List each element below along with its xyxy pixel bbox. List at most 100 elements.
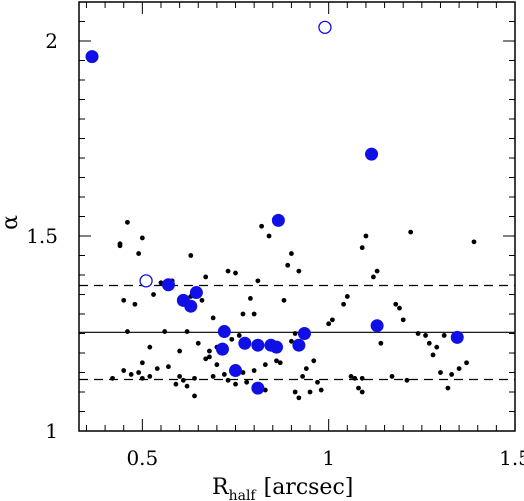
data-point-small (236, 333, 242, 338)
data-point-small (221, 372, 227, 377)
x-tick-label: 1 (322, 446, 335, 470)
x-axis-label: Rhalf [arcsec] (212, 475, 353, 501)
data-point-small (359, 389, 365, 395)
data-point-small (370, 274, 376, 280)
data-point-small (229, 336, 235, 342)
data-point-small (441, 333, 447, 338)
data-point-small (404, 377, 410, 383)
data-point-small (397, 305, 402, 311)
data-point-small (255, 278, 261, 284)
data-point-small (139, 375, 145, 381)
data-point-small (352, 375, 358, 381)
data-point-small (341, 301, 346, 307)
data-point-small (292, 389, 298, 395)
data-point-small (344, 294, 350, 299)
data-point-small (423, 333, 428, 338)
data-point-small (262, 362, 268, 368)
data-point-large-filled (271, 213, 285, 227)
data-point-small (125, 219, 130, 225)
data-point-large-filled (189, 286, 203, 300)
data-point-small (154, 366, 160, 371)
data-point-small (162, 329, 168, 334)
data-point-large-filled (370, 319, 384, 333)
data-point-small (180, 377, 186, 383)
data-point-small (289, 251, 294, 256)
data-points (85, 20, 477, 401)
data-point-small (300, 374, 305, 379)
data-point-large-filled (450, 330, 464, 344)
data-point-small (110, 375, 115, 381)
x-axis-label-symbol: R (212, 475, 230, 500)
data-point-small (438, 370, 443, 375)
data-point-small (449, 372, 455, 377)
data-point-small (132, 301, 138, 307)
data-point-large-open (318, 20, 332, 35)
data-point-small (330, 317, 335, 323)
data-point-small (426, 340, 432, 346)
data-point-small (389, 374, 395, 379)
data-point-small (356, 385, 361, 391)
data-point-small (251, 311, 257, 317)
data-point-small (289, 338, 294, 344)
data-point-small (430, 352, 436, 358)
data-point-small (203, 274, 209, 280)
data-point-small (184, 329, 190, 334)
data-point-small (199, 297, 205, 303)
data-point-small (348, 374, 354, 379)
data-point-small (214, 362, 220, 368)
y-tick-label: 1.5 (26, 224, 58, 248)
data-point-small (281, 297, 287, 303)
data-point-small (359, 375, 365, 381)
data-point-large-filled (270, 340, 284, 354)
data-point-small (151, 292, 156, 297)
data-point-small (125, 329, 130, 334)
y-tick-label: 1 (45, 419, 58, 443)
x-axis-label-unit: [arcsec] (264, 475, 354, 500)
data-point-small (233, 270, 238, 276)
data-point-small (195, 340, 201, 346)
data-point-small (415, 331, 421, 336)
data-point-large-filled (217, 325, 231, 339)
data-point-small (374, 268, 380, 274)
data-point-small (296, 268, 302, 274)
data-point-small (177, 374, 183, 379)
data-point-small (128, 372, 134, 377)
data-point-small (464, 360, 469, 366)
data-point-small (166, 364, 171, 370)
data-point-small (378, 340, 384, 346)
data-point-large-filled (365, 147, 379, 161)
data-point-small (471, 239, 477, 245)
data-point-large-filled (297, 327, 311, 340)
data-point-small (240, 311, 246, 317)
data-point-small (173, 381, 179, 387)
data-point-small (456, 366, 462, 371)
data-point-small (393, 301, 399, 307)
data-point-small (225, 377, 231, 383)
data-point-small (274, 358, 279, 364)
data-point-small (445, 385, 451, 391)
data-point-large-filled (251, 338, 265, 352)
data-point-small (296, 395, 302, 401)
data-point-small (248, 296, 253, 301)
data-point-small (408, 229, 414, 235)
data-point-small (136, 251, 142, 256)
data-point-small (326, 321, 332, 327)
data-point-small (307, 389, 313, 395)
data-point-small (207, 354, 212, 360)
data-point-large-filled (238, 336, 252, 350)
data-point-small (139, 235, 145, 241)
data-point-small (210, 315, 216, 321)
data-point-small (359, 245, 365, 251)
x-axis-label-subscript: half (229, 488, 258, 501)
data-point-small (192, 375, 197, 381)
x-tick-label: 1.5 (499, 446, 524, 470)
data-point-small (233, 381, 238, 387)
data-point-large-filled (215, 342, 229, 356)
data-point-large-filled (251, 381, 265, 395)
data-point-small (244, 379, 250, 385)
data-point-small (303, 366, 309, 371)
data-point-small (266, 233, 272, 239)
data-point-small (259, 223, 264, 229)
data-point-large-filled (292, 338, 306, 352)
